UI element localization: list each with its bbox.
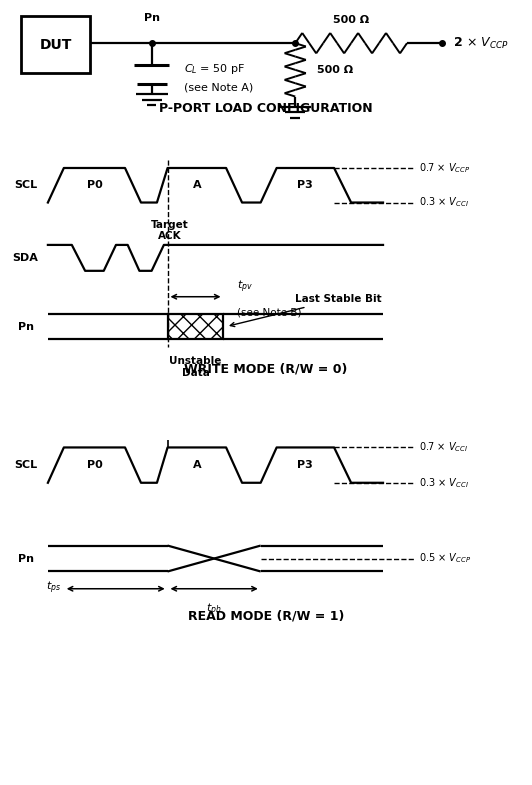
Text: $C_L$ = 50 pF: $C_L$ = 50 pF [184,62,245,76]
Text: 500 Ω: 500 Ω [317,65,353,75]
Bar [21,16,90,73]
Text: 0.5 $\times$ $V_{CCP}$: 0.5 $\times$ $V_{CCP}$ [419,552,471,565]
Text: P-PORT LOAD CONFIGURATION: P-PORT LOAD CONFIGURATION [159,102,373,115]
Text: Pn: Pn [18,553,34,564]
Text: Last Stable Bit: Last Stable Bit [230,294,382,327]
Text: Pn: Pn [144,13,160,24]
Text: 0.7 $\times$ $V_{CCP}$: 0.7 $\times$ $V_{CCP}$ [419,161,471,175]
Text: SCL: SCL [14,181,37,190]
Text: 0.3 $\times$ $V_{CCI}$: 0.3 $\times$ $V_{CCI}$ [419,195,469,210]
Text: SCL: SCL [14,460,37,470]
Text: A: A [193,460,201,470]
Text: (see Note A): (see Note A) [184,82,253,92]
Text: WRITE MODE (R/W = 0): WRITE MODE (R/W = 0) [184,363,348,375]
Text: P0: P0 [87,181,103,190]
Text: P3: P3 [297,460,313,470]
Text: READ MODE (R/W = 1): READ MODE (R/W = 1) [188,610,344,623]
Text: P0: P0 [87,460,103,470]
Text: 500 Ω: 500 Ω [333,15,369,24]
Text: $t_{ph}$: $t_{ph}$ [206,601,222,618]
Text: SDA: SDA [13,253,38,263]
Text: DUT: DUT [40,38,72,52]
Text: Unstable
Data: Unstable Data [169,356,222,378]
Text: Pn: Pn [18,322,34,331]
Text: 0.3 $\times$ $V_{CCI}$: 0.3 $\times$ $V_{CCI}$ [419,476,469,490]
Text: $t_{ps}$: $t_{ps}$ [46,580,61,596]
Text: Target
ACK: Target ACK [152,220,189,242]
Bar [168,314,223,339]
Text: (see Note B): (see Note B) [237,308,301,318]
Text: P3: P3 [297,181,313,190]
Text: A: A [193,181,201,190]
Text: $t_{pv}$: $t_{pv}$ [237,279,253,295]
Text: 2 $\times$ $V_{CCP}$: 2 $\times$ $V_{CCP}$ [453,35,509,51]
Text: 0.7 $\times$ $V_{CCI}$: 0.7 $\times$ $V_{CCI}$ [419,440,468,455]
